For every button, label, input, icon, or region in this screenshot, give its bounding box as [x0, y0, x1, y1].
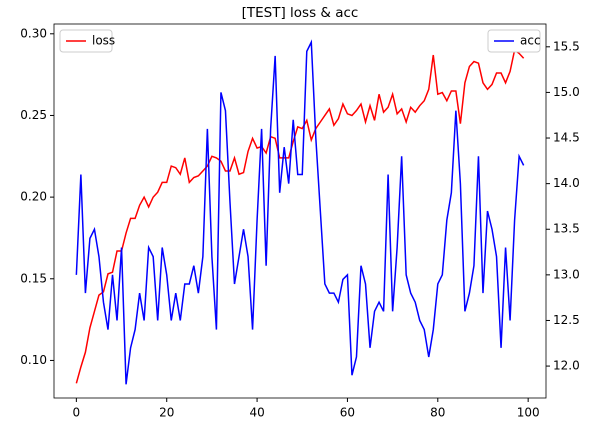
y2-tick-label: 12.0 [553, 359, 580, 373]
legend-label: loss [92, 34, 115, 48]
y2-tick-label: 15.5 [553, 39, 580, 53]
plot-frame [53, 23, 547, 399]
y2-tick-label: 14.5 [553, 131, 580, 145]
y-tick-label: 0.10 [20, 353, 47, 367]
x-tick-label: 0 [73, 406, 81, 420]
y-tick-label: 0.30 [20, 26, 47, 40]
chart-title: [TEST] loss & acc [242, 5, 359, 21]
x-tick-label: 60 [340, 406, 355, 420]
x-tick-label: 40 [249, 406, 264, 420]
line-series [75, 48, 525, 384]
y-tick-label: 0.15 [20, 271, 47, 285]
y-tick-label: 0.25 [20, 108, 47, 122]
x-tick-label: 80 [430, 406, 445, 420]
y2-tick-label: 15.0 [553, 85, 580, 99]
x-tick-label: 20 [159, 406, 174, 420]
y2-tick-label: 13.0 [553, 267, 580, 281]
x-tick-label: 100 [517, 406, 540, 420]
line-series [75, 39, 525, 385]
y-tick-label: 0.20 [20, 190, 47, 204]
legend-label: acc [520, 34, 541, 48]
y2-tick-label: 12.5 [553, 313, 580, 327]
y2-tick-label: 13.5 [553, 222, 580, 236]
y2-tick-label: 14.0 [553, 176, 580, 190]
